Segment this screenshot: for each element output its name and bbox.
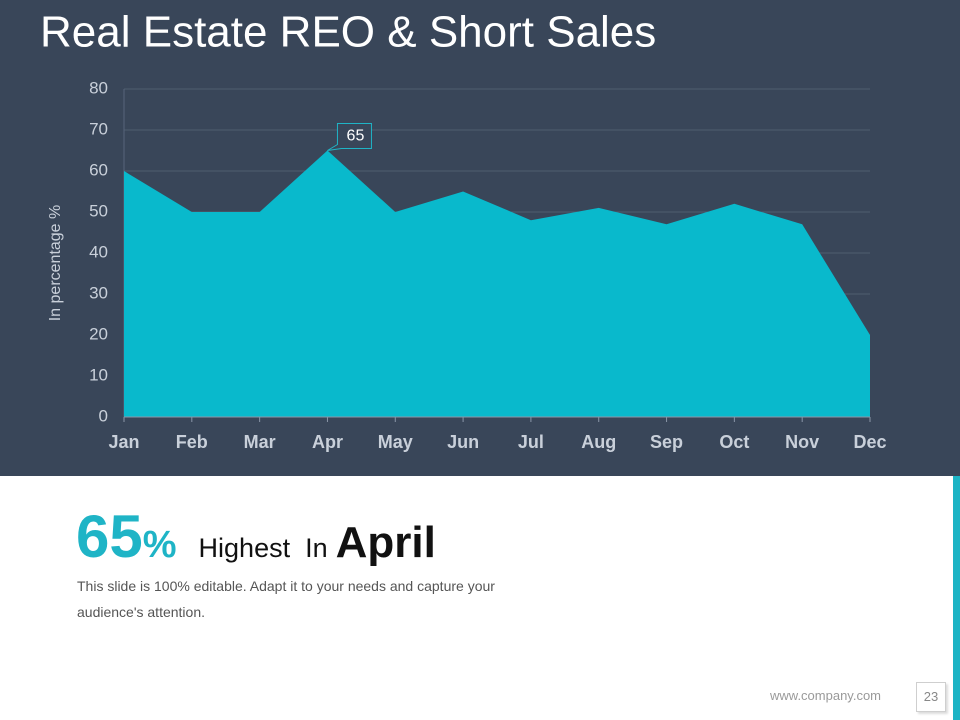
x-tick-label: Jul (518, 432, 544, 452)
x-tick-label: Jun (447, 432, 479, 452)
y-tick-label: 80 (89, 78, 108, 97)
x-tick-label: Mar (244, 432, 276, 452)
x-tick-label: Feb (176, 432, 208, 452)
x-tick-label: Jan (108, 432, 139, 452)
accent-stripe (953, 476, 960, 720)
y-axis-label: In percentage % (47, 205, 64, 322)
y-tick-label: 50 (89, 201, 108, 220)
y-tick-label: 30 (89, 283, 108, 302)
description: This slide is 100% editable. Adapt it to… (77, 578, 495, 620)
y-tick-label: 0 (99, 406, 108, 425)
y-tick-label: 10 (89, 365, 108, 384)
y-tick-label: 60 (89, 160, 108, 179)
area (124, 150, 870, 417)
data-label-box (327, 123, 372, 151)
x-tick-label: Sep (650, 432, 683, 452)
x-tick-label: Apr (312, 432, 343, 452)
y-tick-label: 70 (89, 119, 108, 138)
footer-url: www.company.com (770, 688, 882, 703)
x-tick-label: May (378, 432, 413, 452)
y-tick-label: 40 (89, 242, 108, 261)
highlight-value: 65 (76, 503, 143, 570)
data-label: 65 (347, 128, 365, 145)
chart: Real Estate REO & Short Sales 0 10 20 30 40 5… (40, 8, 887, 452)
highlight: 65% Highest In April (76, 502, 436, 571)
highlight-month: April (335, 518, 436, 567)
y-tick-label: 20 (89, 324, 108, 343)
x-tick-label: Dec (853, 432, 886, 452)
highlight-unit: % (142, 524, 177, 566)
page-number: 23 (916, 682, 946, 712)
highlight-label: Highest In (198, 533, 328, 563)
slide-title: Real Estate REO & Short Sales (40, 8, 656, 57)
x-tick-label: Nov (785, 432, 819, 452)
x-tick-label: Aug (581, 432, 616, 452)
x-tick-label: Oct (719, 432, 749, 452)
